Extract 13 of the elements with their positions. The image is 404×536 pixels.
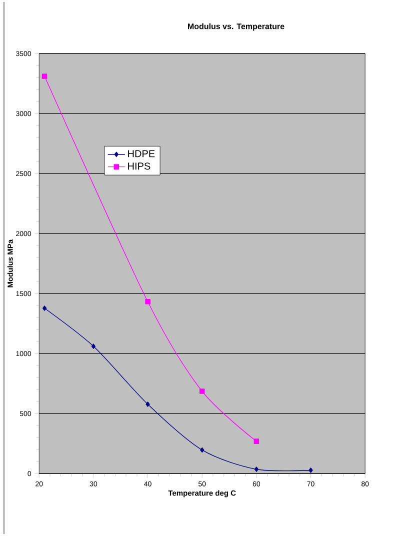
point [254,466,259,472]
point [199,388,205,394]
point [91,344,96,349]
chart-title: Modulus vs. Temperature [188,23,284,31]
point [308,468,313,473]
legend-label: HIPS [128,162,150,170]
point [42,306,47,311]
point [200,447,204,453]
point [145,298,150,304]
point [254,438,260,444]
legend-label: HDPE [128,150,155,158]
point [42,74,48,79]
point [146,402,150,407]
